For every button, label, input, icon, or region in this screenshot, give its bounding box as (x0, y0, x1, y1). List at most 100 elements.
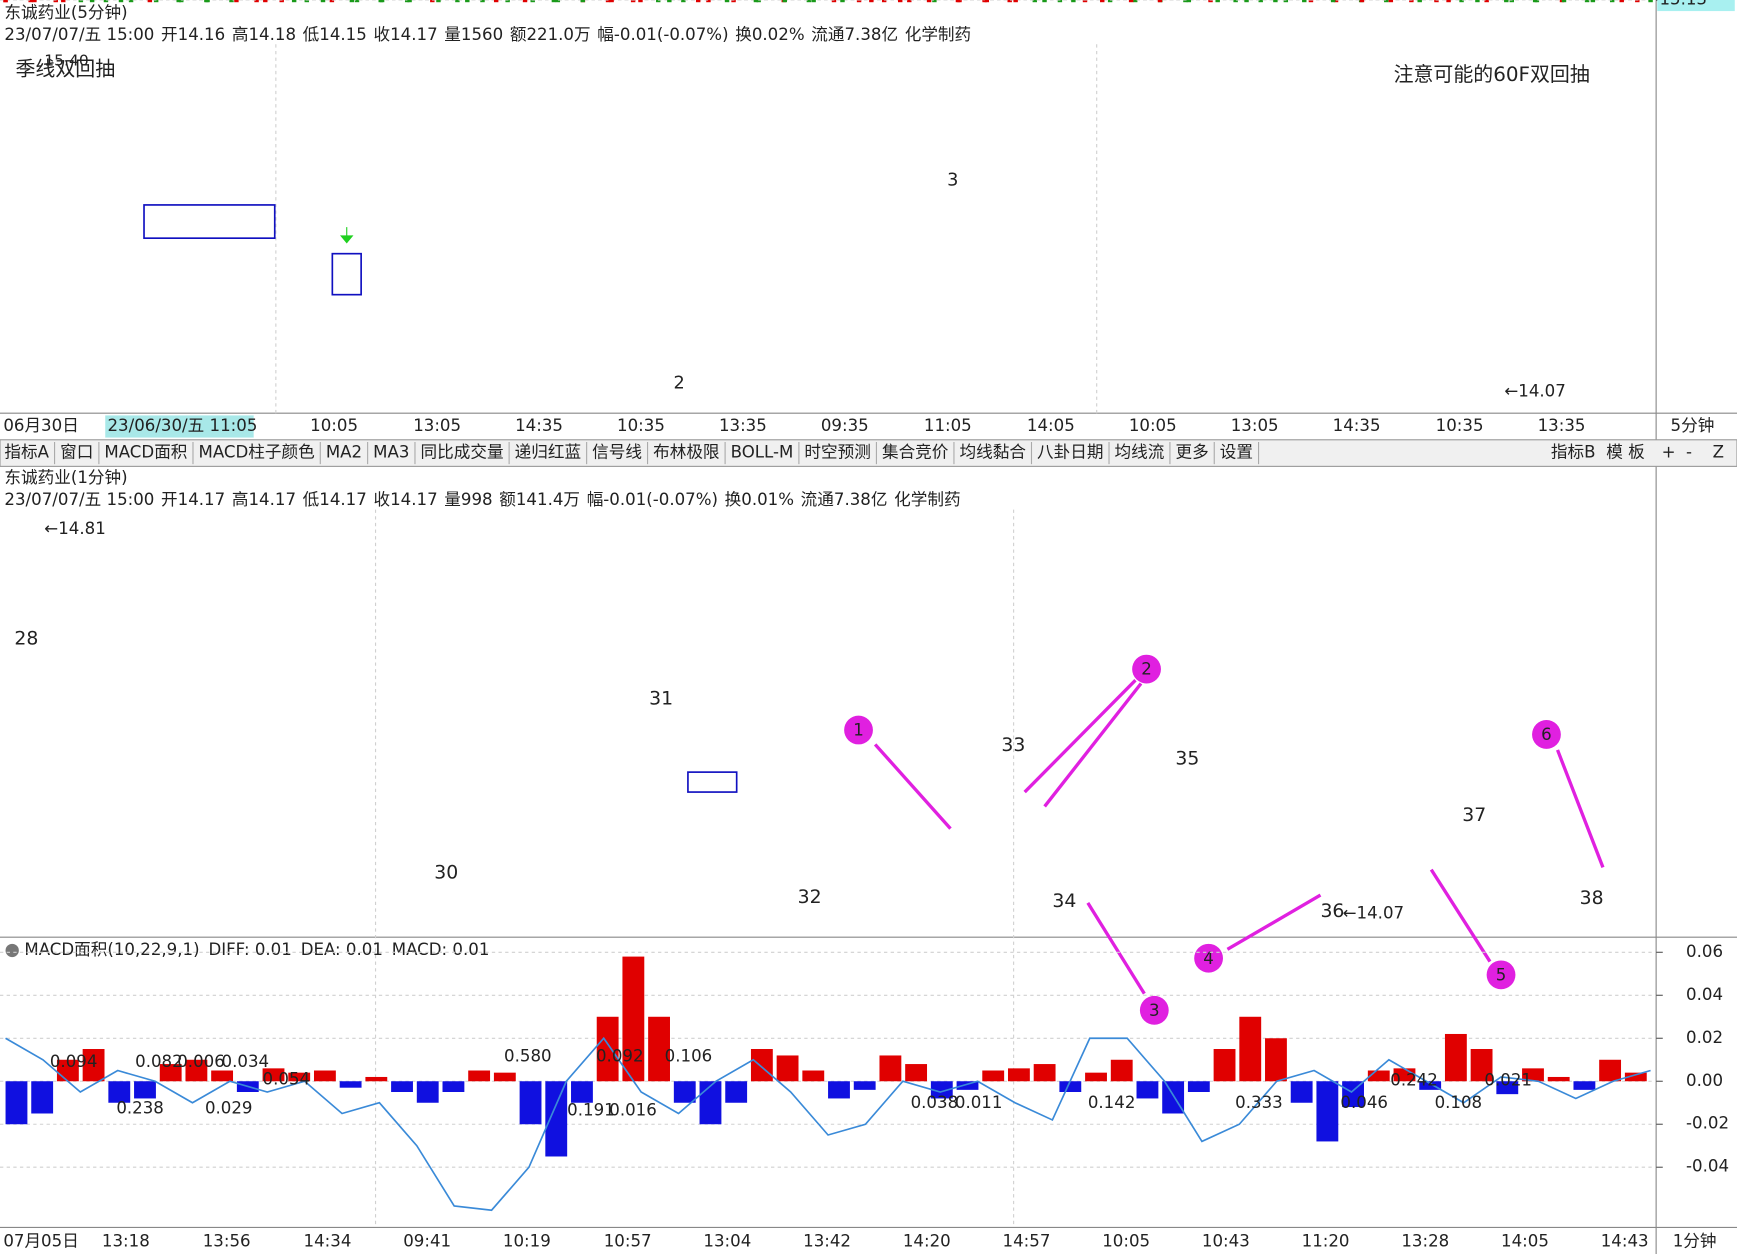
x-tick-label: 13:42 (803, 1231, 851, 1250)
arrow (1023, 679, 1137, 794)
candle (638, 0, 643, 3)
area-label: 0.082 (135, 1052, 183, 1071)
info-item: 高14.17 (232, 490, 296, 509)
macd-bar (1316, 1081, 1339, 1142)
candle (465, 0, 470, 3)
wave-label: 28 (14, 629, 38, 650)
circle-label: 2 (1141, 660, 1152, 679)
candle (176, 0, 181, 3)
info-item: 开14.17 (161, 490, 225, 509)
annotation: 15.40 (44, 51, 88, 69)
toolbar-button[interactable]: 八卦日期 (1037, 443, 1103, 462)
toolbar-button[interactable]: - (1686, 443, 1692, 462)
macd-bar (1470, 1049, 1493, 1082)
candle (724, 0, 730, 3)
candle (555, 0, 561, 3)
candle (1609, 0, 1615, 3)
toolbar-button[interactable]: 模 板 (1606, 443, 1645, 462)
wave-label: 33 (1001, 735, 1025, 756)
area-label: 0.238 (116, 1098, 164, 1117)
toolbar-button[interactable]: MACD柱子颜色 (199, 443, 315, 462)
wave-label: 31 (649, 689, 673, 710)
x-tick-label: 1分钟 (1673, 1231, 1717, 1250)
toolbar-button[interactable]: BOLL-M (731, 443, 794, 462)
candle (1561, 0, 1567, 3)
candle (1128, 0, 1134, 3)
x-tick-label: 14:43 (1601, 1231, 1649, 1250)
toolbar-button[interactable]: 信号线 (592, 443, 642, 462)
toolbar-button[interactable]: 同比成交量 (421, 443, 504, 462)
macd-bar (1265, 1038, 1287, 1082)
info-item: 额141.4万 (499, 490, 580, 509)
candle (1417, 0, 1422, 3)
candle (656, 0, 661, 3)
candle (1215, 0, 1220, 3)
toolbar-button[interactable]: 均线流 (1115, 443, 1165, 462)
toolbar-button[interactable]: 均线黏合 (959, 443, 1026, 462)
candle (898, 0, 903, 3)
macd-bar (185, 1059, 208, 1082)
panel-title: 东诚药业(1分钟) (4, 468, 127, 487)
toolbar-button[interactable]: MA2 (326, 443, 362, 462)
candle (926, 0, 932, 3)
toolbar-button[interactable]: 更多 (1175, 443, 1208, 462)
candle (580, 0, 585, 3)
candle (493, 0, 499, 3)
candle (28, 0, 33, 3)
macd-bar (493, 1072, 516, 1082)
toolbar-button[interactable]: + (1662, 443, 1676, 462)
area-label: 0.094 (50, 1052, 98, 1071)
macd-bar (571, 1081, 593, 1103)
toolbar-button[interactable]: 递归红蓝 (515, 443, 581, 462)
macd-bar (596, 1016, 619, 1082)
toolbar-button[interactable]: 设置 (1220, 443, 1253, 462)
candle (349, 0, 355, 3)
candle (53, 0, 58, 3)
toolbar-button[interactable]: MACD面积 (104, 443, 187, 462)
toolbar-button[interactable]: 指标A (4, 443, 49, 462)
x-tick-label: 10:35 (1436, 416, 1484, 435)
macd-bar (5, 1081, 28, 1125)
y-tick-label: 0.02 (1686, 1028, 1723, 1047)
candle (436, 0, 441, 3)
macd-bar (545, 1081, 568, 1157)
candle (1007, 0, 1012, 3)
candle (630, 0, 636, 3)
x-tick-label: 14:57 (1003, 1231, 1051, 1250)
toolbar-button[interactable]: 指标B (1551, 443, 1596, 462)
annotation: 注意可能的60F双回抽 (1394, 63, 1590, 86)
wave-label: 37 (1462, 805, 1486, 826)
arrow (1555, 749, 1605, 868)
macd-bar (1599, 1059, 1622, 1082)
info-item: 换0.01% (725, 490, 794, 509)
toolbar-button[interactable]: 布林极限 (653, 443, 720, 462)
candle (229, 0, 234, 3)
macd-bar (853, 1081, 876, 1090)
wave-label: 38 (1580, 888, 1604, 909)
candle (1590, 0, 1596, 3)
candle (869, 0, 874, 3)
toolbar-button[interactable]: MA3 (373, 443, 409, 462)
macd-bar (1367, 1070, 1390, 1082)
toolbar-button[interactable]: Z (1713, 443, 1724, 462)
area-label: 0.142 (1088, 1093, 1136, 1112)
toolbar-button[interactable]: 窗口 (60, 443, 93, 462)
macd-bar (1187, 1081, 1210, 1093)
candle (505, 0, 510, 3)
toolbar-button[interactable]: 时空预测 (804, 443, 870, 462)
annotation: 季线双回抽 (16, 57, 116, 80)
candle (1532, 0, 1538, 3)
candle (1384, 0, 1389, 3)
macd-bar (442, 1081, 465, 1093)
candle (806, 0, 812, 3)
candle (1409, 0, 1414, 3)
x-tick-label: 11:20 (1302, 1231, 1350, 1250)
candle (667, 0, 672, 3)
macd-bar (1059, 1081, 1082, 1093)
highlight-box (143, 204, 276, 240)
arrows (873, 679, 1605, 995)
info-item: 收14.17 (373, 490, 437, 509)
toolbar-button[interactable]: 集合竞价 (882, 443, 949, 462)
candle (856, 0, 862, 3)
